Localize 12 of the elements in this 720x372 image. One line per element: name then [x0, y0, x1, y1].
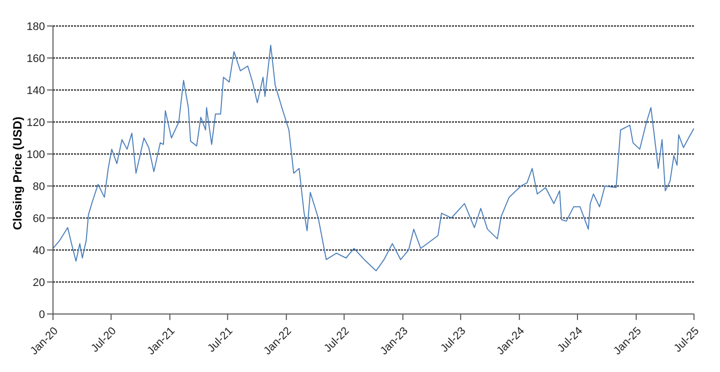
y-tick-label: 160: [26, 52, 45, 65]
y-tick-label: 80: [32, 180, 45, 193]
y-tick-label: 180: [26, 20, 45, 33]
y-axis-title: Closing Price (USD): [10, 116, 24, 230]
y-tick-label: 120: [26, 116, 45, 129]
y-tick-label: 0: [38, 308, 45, 321]
y-tick-label: 20: [32, 276, 45, 289]
y-tick-label: 100: [26, 148, 45, 161]
line-series: [53, 44, 694, 272]
y-tick-label: 60: [32, 212, 45, 225]
y-tick-label: 40: [32, 244, 45, 257]
y-tick-label: 140: [26, 84, 45, 97]
